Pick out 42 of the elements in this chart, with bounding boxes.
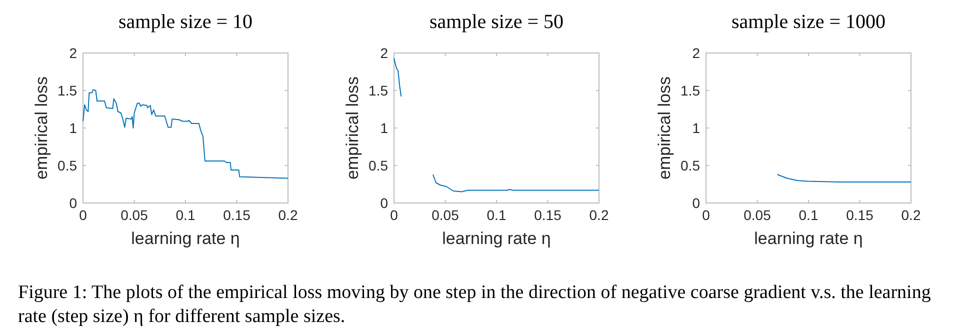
x-tick-label: 0.1 [798,207,818,223]
y-tick-label: 1 [380,120,388,136]
y-tick-label: 2 [692,45,700,61]
x-tick-label: 0.1 [486,207,506,223]
y-tick-label: 1.5 [58,82,78,98]
y-tick-label: 1.5 [680,82,700,98]
y-tick-label: 0.5 [680,158,700,174]
y-tick-label: 0 [692,195,700,211]
x-tick-label: 0 [702,207,710,223]
y-tick-label: 1 [69,120,78,136]
x-axis-title: learning rate η [131,229,240,248]
x-tick-label: 0.15 [534,207,562,223]
x-tick-label: 0.2 [589,207,609,223]
x-tick-label: 0.15 [223,207,251,223]
x-tick-label: 0.15 [846,207,874,223]
x-axis-title: learning rate η [442,229,551,248]
y-tick-label: 0.5 [58,158,78,174]
y-axis-title: empirical loss [343,76,362,180]
y-tick-label: 2 [380,45,388,61]
line-series [82,89,288,179]
x-tick-label: 0.2 [278,207,298,223]
chart-title: sample size = 1000 [731,11,886,33]
y-tick-label: 0.5 [368,158,388,174]
chart-title: sample size = 50 [429,11,564,33]
y-tick-label: 1.5 [368,82,388,98]
x-tick-label: 0 [390,207,398,223]
y-tick-label: 1 [692,120,700,136]
chart-title: sample size = 10 [118,11,253,33]
y-tick-label: 0 [69,195,78,211]
x-axis-title: learning rate η [754,229,863,248]
x-tick-label: 0 [79,207,88,223]
x-tick-label: 0.1 [176,207,196,223]
x-tick-label: 0.05 [744,207,772,223]
y-axis-title: empirical loss [655,76,674,180]
line-series [776,174,912,182]
x-tick-label: 0.05 [432,207,460,223]
x-tick-label: 0.2 [901,207,921,223]
x-tick-label: 0.05 [120,207,148,223]
y-tick-label: 0 [380,195,388,211]
y-axis-title: empirical loss [32,76,51,180]
y-tick-label: 2 [69,45,78,61]
caption: Figure 1: The plots of the empirical loss moving by one step in the direction of negative coarse gradient v.s. the learning rate (step size) η for different sample sizes. [18,282,932,327]
